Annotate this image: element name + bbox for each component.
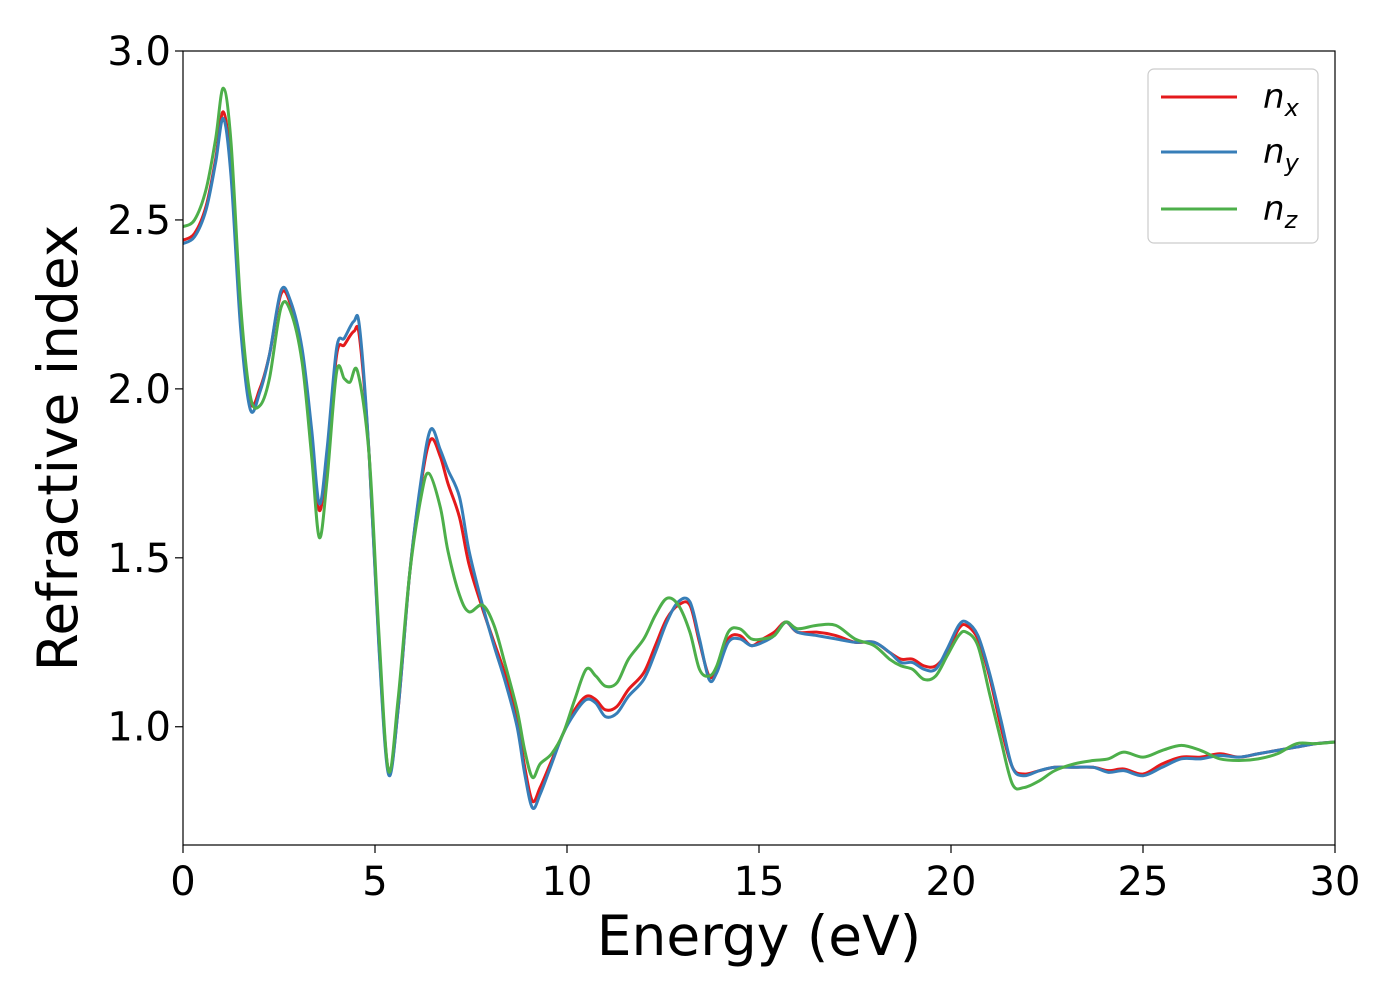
legend-label-base: n bbox=[1263, 189, 1285, 229]
y-tick-label: 1.5 bbox=[107, 536, 171, 582]
legend-label-subscript: z bbox=[1284, 206, 1299, 234]
series-line-z bbox=[183, 86, 1335, 791]
x-tick-label: 10 bbox=[542, 859, 593, 905]
y-tick-label: 2.0 bbox=[107, 367, 171, 413]
legend-label-z: nz bbox=[1263, 189, 1299, 234]
y-tick-label: 3.0 bbox=[107, 29, 171, 75]
legend-label-y: ny bbox=[1263, 132, 1300, 177]
legend-label-base: n bbox=[1263, 77, 1285, 117]
legend-label-subscript: x bbox=[1284, 94, 1300, 122]
x-tick-label: 30 bbox=[1310, 859, 1361, 905]
y-tick-label: 2.5 bbox=[107, 198, 171, 244]
legend-label-subscript: y bbox=[1284, 149, 1300, 177]
y-tick-label: 1.0 bbox=[107, 705, 171, 751]
x-tick-label: 5 bbox=[362, 859, 387, 905]
x-tick-label: 20 bbox=[926, 859, 977, 905]
plot-lines bbox=[183, 86, 1335, 811]
x-axis-ticks: 0 5 10 15 20 25 30 bbox=[170, 845, 1360, 905]
series-line-y bbox=[183, 117, 1335, 811]
legend-box bbox=[1147, 68, 1319, 244]
y-axis-ticks: 1.0 1.5 2.0 2.5 3.0 bbox=[107, 29, 183, 751]
legend-label-x: nx bbox=[1263, 77, 1300, 122]
legend-label-base: n bbox=[1263, 132, 1285, 172]
y-axis-label: Refractive index bbox=[26, 225, 90, 672]
x-tick-label: 0 bbox=[170, 859, 195, 905]
x-axis-label: Energy (eV) bbox=[597, 904, 921, 968]
x-tick-label: 25 bbox=[1118, 859, 1169, 905]
x-tick-label: 15 bbox=[734, 859, 785, 905]
